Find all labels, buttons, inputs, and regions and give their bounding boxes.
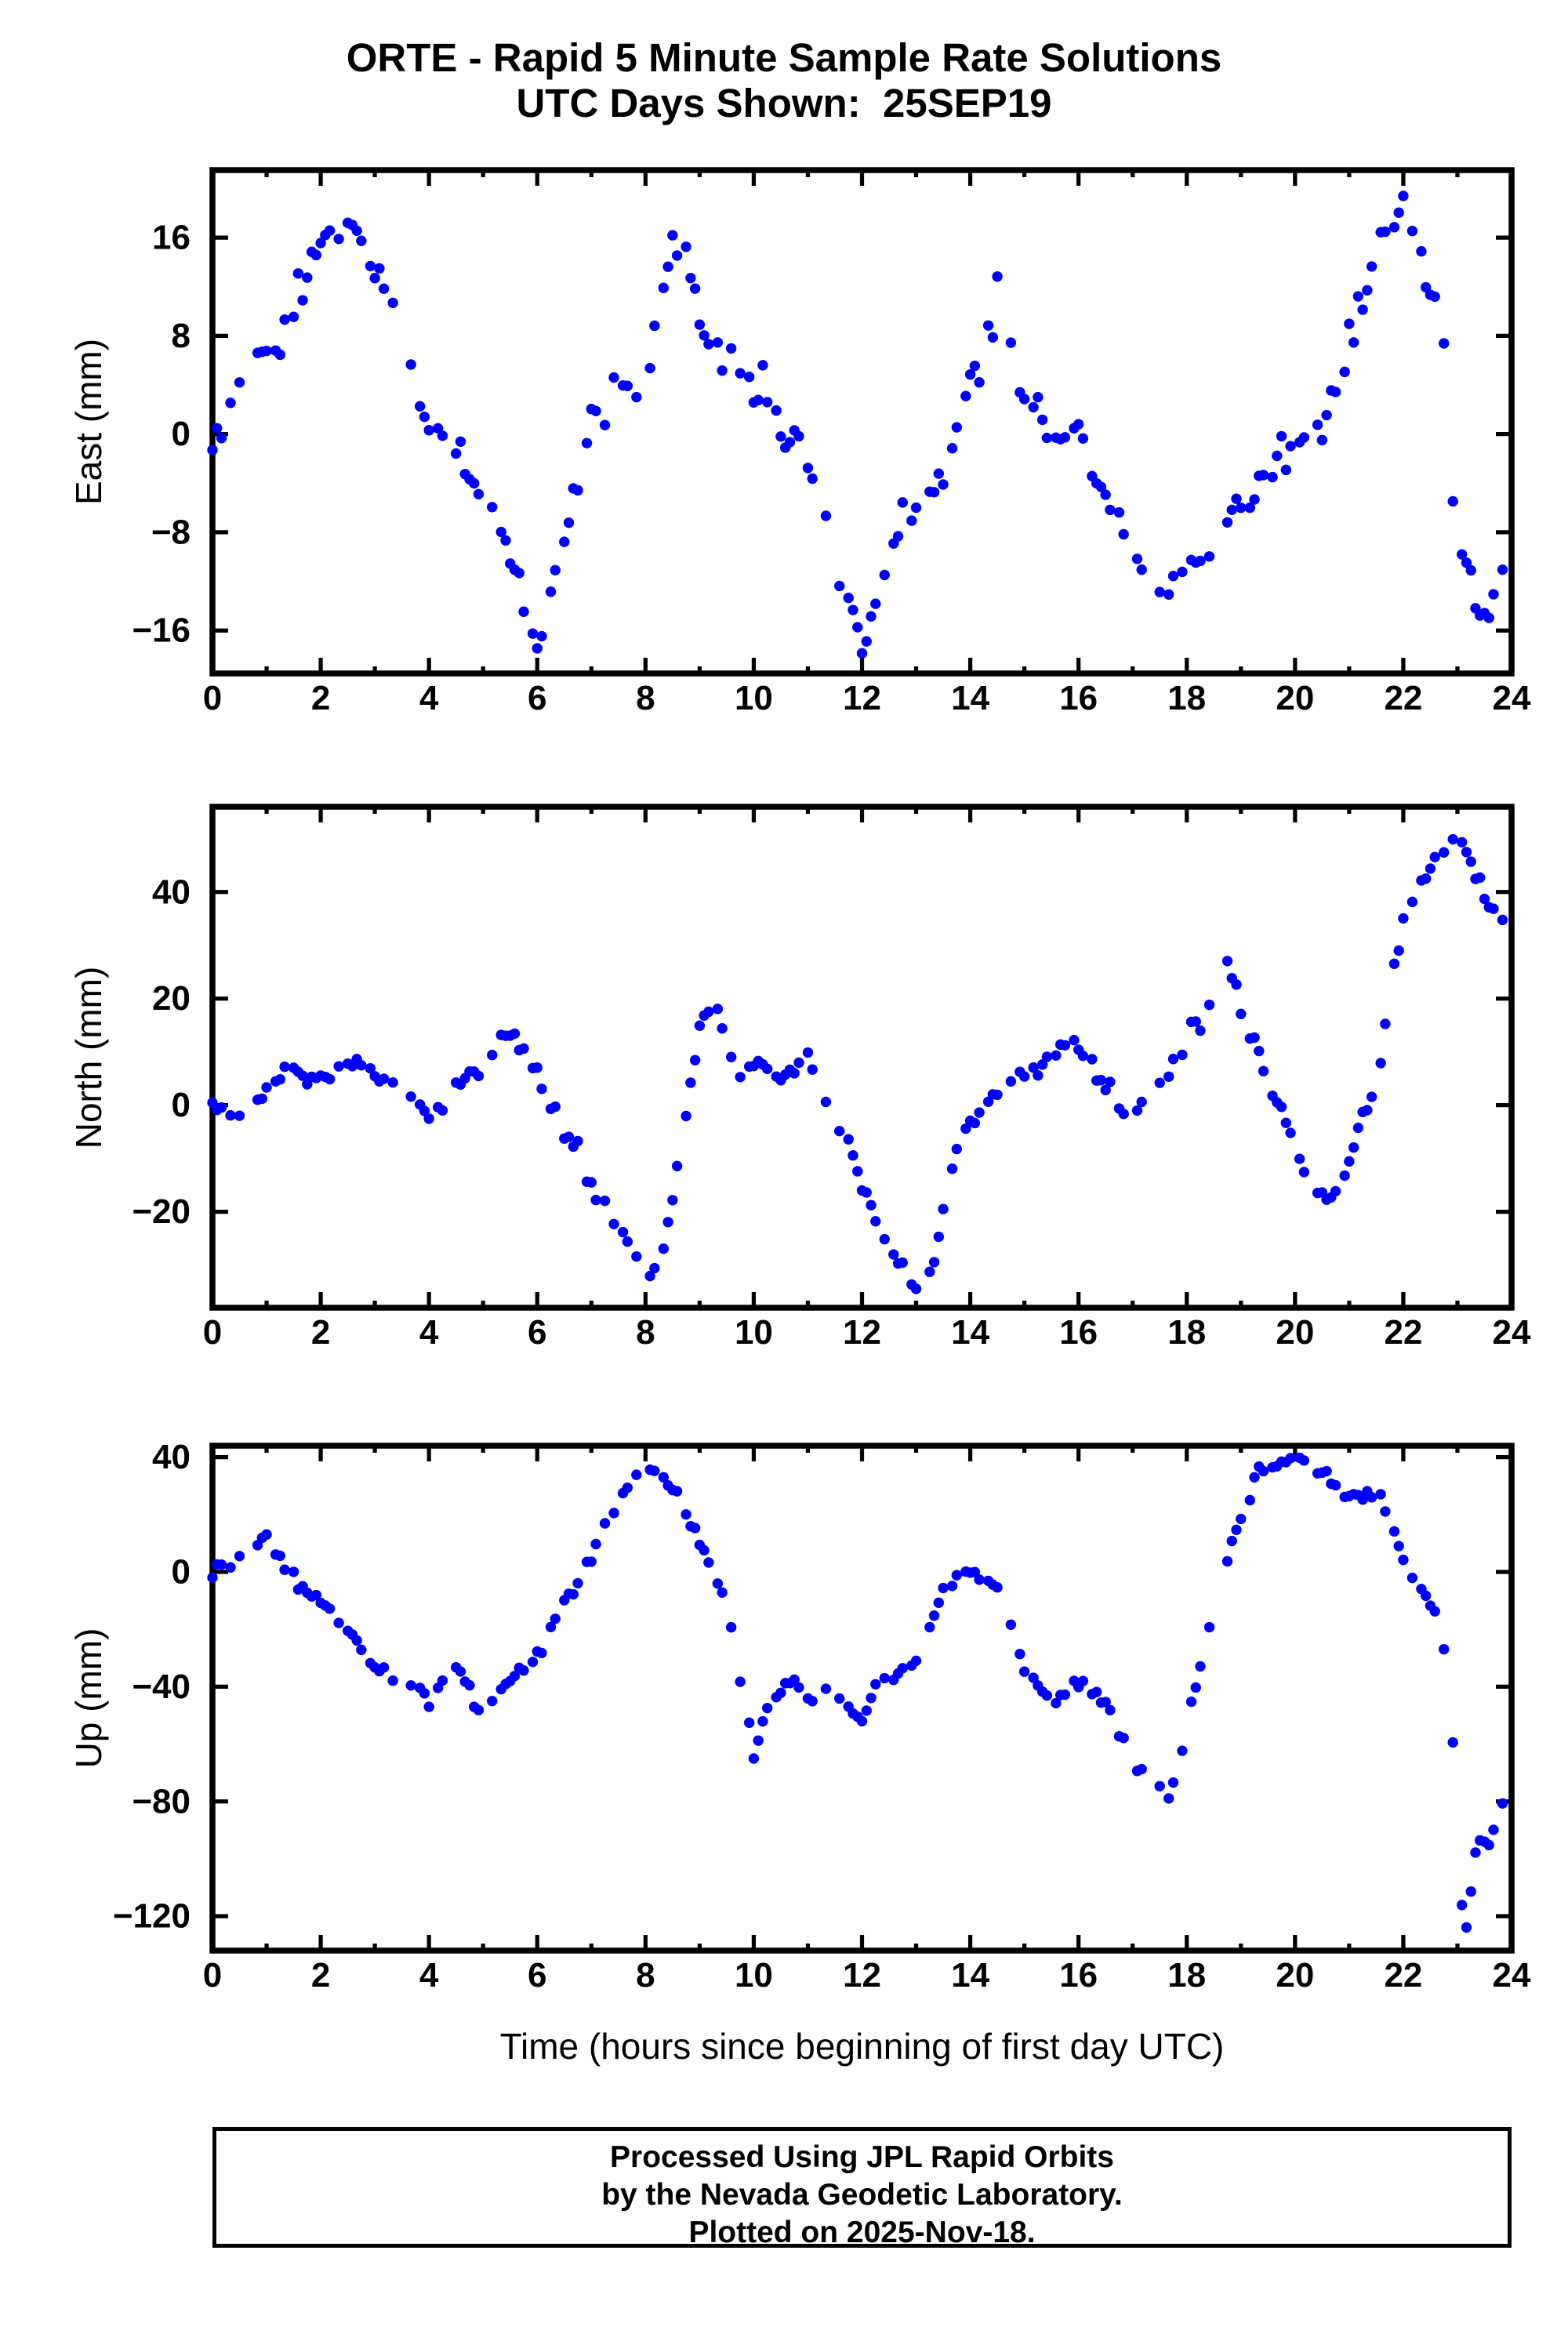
svg-text:24: 24 [1493, 1956, 1531, 1994]
svg-text:4: 4 [419, 679, 439, 717]
svg-text:40: 40 [152, 1438, 191, 1476]
svg-text:14: 14 [951, 1956, 989, 1994]
svg-text:22: 22 [1384, 1313, 1422, 1352]
svg-text:16: 16 [1059, 679, 1098, 717]
svg-text:18: 18 [1167, 679, 1206, 717]
svg-text:0: 0 [172, 1553, 191, 1592]
svg-text:6: 6 [528, 1956, 546, 1994]
svg-text:22: 22 [1384, 679, 1422, 717]
svg-text:−16: −16 [132, 612, 191, 650]
svg-text:40: 40 [152, 873, 191, 911]
svg-text:22: 22 [1384, 1956, 1422, 1994]
svg-text:2: 2 [311, 1313, 330, 1352]
svg-text:4: 4 [419, 1313, 439, 1352]
svg-text:16: 16 [152, 219, 191, 257]
svg-text:24: 24 [1493, 1313, 1531, 1352]
svg-text:−20: −20 [132, 1192, 191, 1231]
svg-text:18: 18 [1167, 1956, 1206, 1994]
svg-text:20: 20 [1276, 1313, 1314, 1352]
svg-text:−120: −120 [113, 1897, 191, 1936]
svg-text:6: 6 [528, 679, 546, 717]
svg-text:10: 10 [735, 1956, 773, 1994]
svg-text:8: 8 [172, 317, 191, 355]
svg-text:8: 8 [636, 1956, 655, 1994]
svg-text:8: 8 [636, 679, 655, 717]
svg-text:18: 18 [1167, 1313, 1206, 1352]
svg-text:0: 0 [203, 1956, 222, 1994]
svg-text:10: 10 [735, 1313, 773, 1352]
svg-text:20: 20 [152, 979, 191, 1018]
svg-text:24: 24 [1493, 679, 1531, 717]
svg-text:16: 16 [1059, 1313, 1098, 1352]
svg-text:8: 8 [636, 1313, 655, 1352]
svg-text:10: 10 [735, 679, 773, 717]
svg-text:12: 12 [843, 1956, 881, 1994]
svg-text:−80: −80 [132, 1782, 191, 1820]
svg-text:20: 20 [1276, 1956, 1314, 1994]
svg-text:16: 16 [1059, 1956, 1098, 1994]
svg-text:−8: −8 [151, 513, 191, 551]
svg-text:6: 6 [528, 1313, 546, 1352]
svg-text:0: 0 [172, 1086, 191, 1124]
svg-text:2: 2 [311, 679, 330, 717]
svg-text:0: 0 [172, 415, 191, 453]
svg-text:−40: −40 [132, 1668, 191, 1706]
svg-text:20: 20 [1276, 679, 1314, 717]
svg-text:14: 14 [951, 1313, 989, 1352]
svg-text:0: 0 [203, 679, 222, 717]
svg-text:14: 14 [951, 679, 989, 717]
svg-text:12: 12 [843, 1313, 881, 1352]
svg-text:2: 2 [311, 1956, 330, 1994]
svg-text:4: 4 [419, 1956, 439, 1994]
svg-text:12: 12 [843, 679, 881, 717]
svg-text:0: 0 [203, 1313, 222, 1352]
